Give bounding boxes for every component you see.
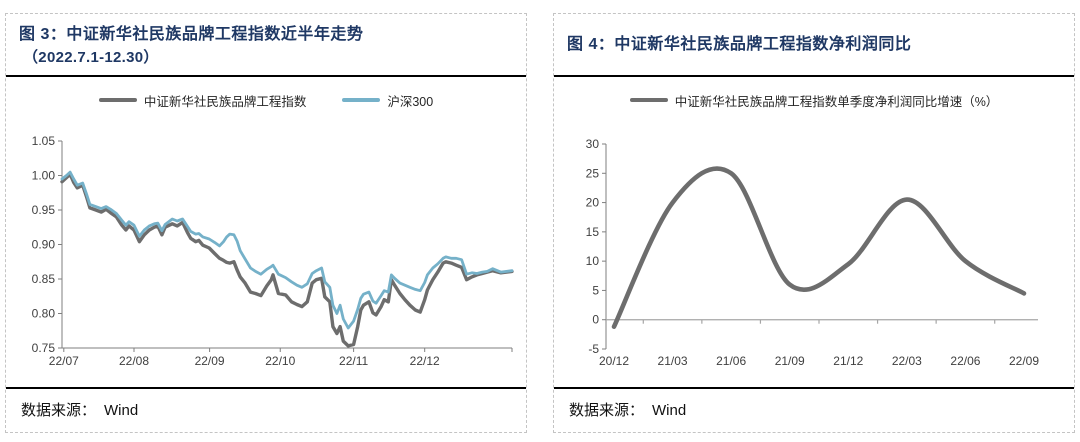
svg-text:0.80: 0.80 <box>32 307 56 321</box>
svg-text:1.00: 1.00 <box>32 169 56 183</box>
figure4-title: 图 4：中证新华社民族品牌工程指数净利润同比 <box>567 36 912 54</box>
svg-text:21/03: 21/03 <box>658 354 688 368</box>
svg-text:21/09: 21/09 <box>775 354 805 368</box>
figure4-source-row: 数据来源： Wind <box>554 387 1074 432</box>
svg-text:20: 20 <box>586 196 600 210</box>
figure4-title-divider <box>554 75 1074 77</box>
svg-text:21/06: 21/06 <box>716 354 746 368</box>
figure4-header: 图 4：中证新华社民族品牌工程指数净利润同比 <box>554 14 1074 75</box>
figure3-source-label: 数据来源： <box>21 402 97 419</box>
svg-text:5: 5 <box>592 283 599 297</box>
svg-text:25: 25 <box>586 166 600 180</box>
svg-text:15: 15 <box>586 225 600 239</box>
svg-text:1.05: 1.05 <box>32 134 56 148</box>
svg-text:22/09: 22/09 <box>195 354 225 368</box>
figure3-header: 图 3：中证新华社民族品牌工程指数近半年走势 （2022.7.1-12.30） <box>6 14 526 75</box>
hs300-series-label: 沪深300 <box>387 94 434 109</box>
figure3-line-chart: 0.75 0.80 0.85 0.90 0.95 1.00 1.05 22/07 22/08 22… <box>32 134 514 368</box>
legend-item-hs300: 沪深300 <box>342 91 433 110</box>
svg-text:22/07: 22/07 <box>49 354 79 368</box>
svg-text:21/12: 21/12 <box>833 354 863 368</box>
profit-series-label: 中证新华社民族品牌工程指数单季度净利润同比增速（%） <box>674 94 999 109</box>
svg-text:0.75: 0.75 <box>32 341 56 355</box>
svg-text:22/03: 22/03 <box>892 354 922 368</box>
figure3-title: 图 3：中证新华社民族品牌工程指数近半年走势 <box>19 25 364 43</box>
figure3-legend: 中证新华社民族品牌工程指数 沪深300 <box>6 90 526 110</box>
svg-text:30: 30 <box>586 137 600 151</box>
figure4-source-label: 数据来源： <box>569 402 645 419</box>
figure4-panel: 图 4：中证新华社民族品牌工程指数净利润同比 中证新华社民族品牌工程指数单季度净… <box>553 13 1075 433</box>
svg-text:22/10: 22/10 <box>265 354 295 368</box>
svg-text:22/09: 22/09 <box>1009 354 1039 368</box>
figure4-legend: 中证新华社民族品牌工程指数单季度净利润同比增速（%） <box>554 90 1074 110</box>
svg-text:0.85: 0.85 <box>32 272 56 286</box>
svg-text:20/12: 20/12 <box>599 354 629 368</box>
svg-text:0: 0 <box>592 313 599 327</box>
svg-text:-5: -5 <box>588 342 599 356</box>
svg-text:10: 10 <box>586 254 600 268</box>
figure3-chart-zone: 中证新华社民族品牌工程指数 沪深300 0.75 0.80 0.85 0.90 0.95… <box>6 77 526 387</box>
profit-series-line-swatch-icon <box>629 98 668 102</box>
svg-text:0.95: 0.95 <box>32 203 56 217</box>
legend-item-index: 中证新华社民族品牌工程指数 <box>98 91 307 110</box>
hs300-series-line-swatch-icon <box>342 98 381 102</box>
figure3-subtitle: （2022.7.1-12.30） <box>23 49 159 67</box>
figure3-title-divider <box>6 75 526 77</box>
figure3-source-value: Wind <box>104 402 139 419</box>
svg-text:0.90: 0.90 <box>32 238 56 252</box>
index-series-line-swatch-icon <box>98 98 137 102</box>
svg-text:22/08: 22/08 <box>119 354 149 368</box>
figure4-chart-zone: 中证新华社民族品牌工程指数单季度净利润同比增速（%） -5 0 5 10 15 20 25 3… <box>554 77 1074 387</box>
figure3-source-row: 数据来源： Wind <box>6 387 526 432</box>
figure4-line-chart: -5 0 5 10 15 20 25 30 20/12 21/03 21/06 21/09 21/12 2… <box>586 137 1040 368</box>
svg-text:22/06: 22/06 <box>950 354 980 368</box>
index-series-label: 中证新华社民族品牌工程指数 <box>143 94 307 109</box>
figure3-panel: 图 3：中证新华社民族品牌工程指数近半年走势 （2022.7.1-12.30） … <box>5 13 527 433</box>
legend-item-profit-growth: 中证新华社民族品牌工程指数单季度净利润同比增速（%） <box>629 91 999 110</box>
figure4-source-value: Wind <box>652 402 687 419</box>
svg-text:22/12: 22/12 <box>410 354 440 368</box>
svg-text:22/11: 22/11 <box>339 354 368 368</box>
